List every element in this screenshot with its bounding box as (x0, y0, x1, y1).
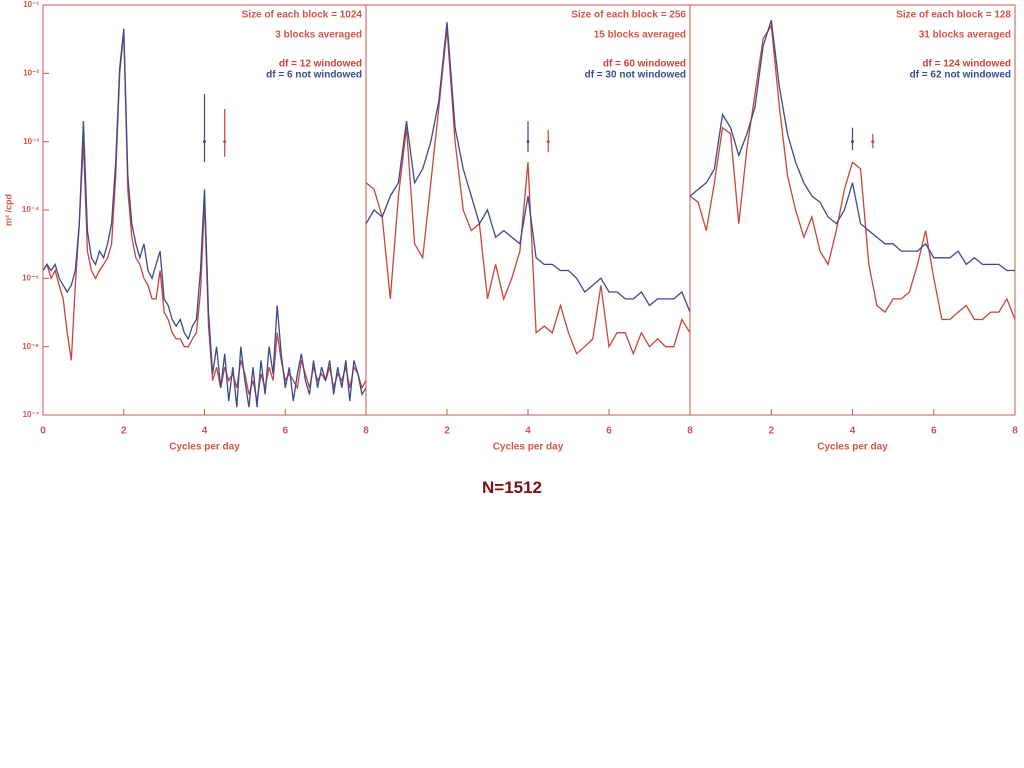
x-tick-label: 6 (931, 426, 937, 437)
error-center (871, 140, 875, 144)
y-axis-label: m² /cpd (3, 194, 13, 226)
legend-entry: df = 62 not windowed (910, 70, 1011, 81)
x-tick-label: 2 (768, 426, 774, 437)
annotation: 15 blocks averaged (594, 30, 686, 41)
annotation: Size of each block = 1024 (242, 10, 363, 21)
y-tick-label: 10⁻⁵ (22, 273, 39, 282)
data-line (366, 22, 690, 313)
caption: N=1512 (481, 478, 543, 497)
error-center (851, 140, 854, 144)
y-tick-label: 10⁻¹ (23, 0, 39, 9)
x-tick-label: 0 (40, 426, 46, 437)
annotation: Size of each block = 256 (571, 10, 686, 21)
x-tick-label: 2 (444, 426, 450, 437)
x-axis-label: Cycles per day (493, 442, 564, 453)
legend-entry: df = 60 windowed (603, 59, 686, 70)
data-line (690, 20, 1015, 272)
annotation: Size of each block = 128 (896, 10, 1011, 21)
x-tick-label: 4 (525, 426, 531, 437)
x-axis-label: Cycles per day (817, 442, 888, 453)
x-tick-label: 8 (363, 426, 369, 437)
error-center (546, 140, 550, 144)
legend-entry: df = 30 not windowed (585, 70, 686, 81)
x-tick-label: 8 (1012, 426, 1018, 437)
x-tick-label: 2 (121, 426, 127, 437)
data-line (366, 28, 690, 356)
x-tick-label: 6 (606, 426, 612, 437)
y-tick-label: 10⁻² (23, 68, 39, 77)
error-center (223, 140, 227, 144)
data-line (43, 32, 366, 402)
x-tick-label: 4 (202, 426, 208, 437)
annotation: 31 blocks averaged (919, 30, 1011, 41)
data-line (43, 28, 366, 408)
error-center (526, 140, 530, 144)
annotation: 3 blocks averaged (275, 30, 362, 41)
x-tick-label: 8 (687, 426, 693, 437)
x-tick-label: 6 (282, 426, 288, 437)
legend-entry: df = 12 windowed (279, 59, 362, 70)
x-tick-label: 4 (850, 426, 856, 437)
y-tick-label: 10⁻⁶ (22, 342, 39, 351)
legend-entry: df = 6 not windowed (266, 70, 362, 81)
legend-entry: df = 124 windowed (922, 59, 1011, 70)
y-tick-label: 10⁻³ (23, 137, 39, 146)
y-tick-label: 10⁻⁴ (22, 205, 39, 214)
data-line (690, 23, 1015, 321)
error-center (203, 140, 206, 144)
y-tick-label: 10⁻⁷ (23, 410, 39, 419)
x-axis-label: Cycles per day (169, 442, 240, 453)
